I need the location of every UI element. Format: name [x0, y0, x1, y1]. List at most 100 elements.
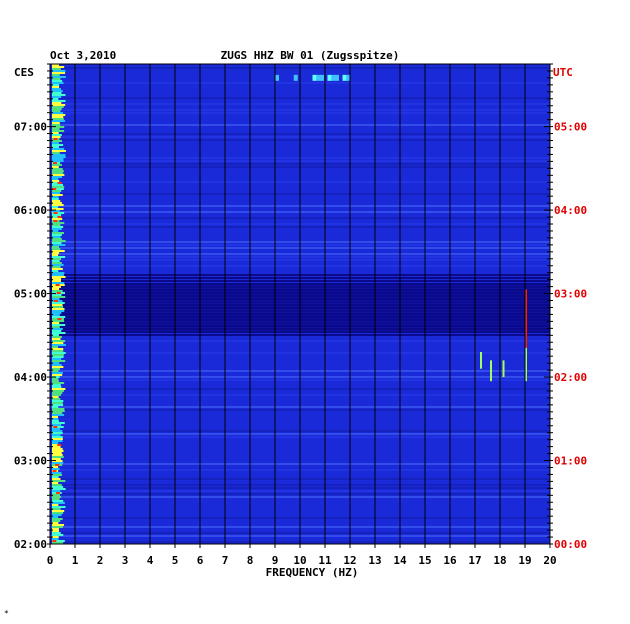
low-frequency-energy	[52, 312, 62, 314]
right-tick-label: 03:00	[554, 288, 587, 301]
low-frequency-energy	[52, 188, 64, 190]
low-frequency-energy	[52, 84, 60, 86]
x-tick-label: 12	[343, 554, 356, 567]
low-frequency-energy	[52, 538, 59, 540]
low-frequency-energy	[52, 252, 60, 254]
low-frequency-energy	[52, 200, 61, 202]
low-frequency-energy	[52, 216, 59, 218]
low-frequency-energy	[52, 112, 64, 114]
low-frequency-energy	[52, 404, 64, 406]
low-frequency-energy	[52, 308, 65, 310]
right-tick-label: 04:00	[554, 204, 587, 217]
low-frequency-energy	[52, 130, 65, 132]
x-tick-label: 9	[272, 554, 279, 567]
low-frequency-energy	[52, 184, 64, 186]
low-frequency-energy	[52, 280, 61, 282]
low-frequency-energy	[52, 394, 61, 396]
low-frequency-energy	[52, 460, 63, 462]
low-frequency-energy	[52, 342, 64, 344]
low-frequency-energy	[52, 358, 62, 360]
low-frequency-energy	[52, 432, 63, 434]
low-frequency-energy	[52, 416, 59, 418]
low-frequency-energy	[52, 322, 60, 324]
x-tick-label: 2	[97, 554, 104, 567]
low-frequency-energy	[52, 122, 60, 124]
low-frequency-energy	[52, 174, 65, 176]
low-frequency-energy	[52, 94, 66, 96]
low-frequency-energy	[52, 456, 64, 458]
low-frequency-energy	[52, 452, 62, 454]
low-frequency-energy	[52, 226, 64, 228]
low-frequency-energy	[52, 228, 62, 230]
x-tick-label: 0	[47, 554, 54, 567]
low-frequency-energy	[52, 262, 62, 264]
x-tick-label: 6	[197, 554, 204, 567]
energy-peak	[52, 540, 57, 542]
low-frequency-energy	[52, 320, 65, 322]
low-frequency-energy	[52, 96, 62, 98]
low-frequency-energy	[52, 516, 59, 518]
low-frequency-energy	[52, 388, 66, 390]
burst-mark	[331, 74, 336, 81]
low-frequency-energy	[52, 92, 62, 94]
low-frequency-energy	[52, 180, 60, 182]
low-frequency-energy	[52, 528, 59, 530]
low-frequency-energy	[52, 152, 60, 154]
chart-date: Oct 3,2010	[50, 49, 116, 62]
low-frequency-energy	[52, 276, 66, 278]
low-frequency-energy	[52, 392, 63, 394]
x-tick-label: 18	[493, 554, 506, 567]
low-frequency-energy	[52, 282, 65, 284]
low-frequency-energy	[52, 510, 65, 512]
x-tick-label: 11	[318, 554, 332, 567]
energy-peak	[57, 182, 62, 184]
footer-mark: *	[4, 609, 9, 618]
low-frequency-energy	[52, 478, 61, 480]
burst-mark	[316, 74, 321, 81]
low-frequency-energy	[52, 370, 59, 372]
low-frequency-energy	[52, 302, 65, 304]
low-frequency-energy	[52, 204, 64, 206]
low-frequency-energy	[52, 158, 64, 160]
low-frequency-energy	[52, 344, 66, 346]
x-tick-label: 4	[147, 554, 154, 567]
right-tick-label: 01:00	[554, 455, 587, 468]
low-frequency-energy	[52, 110, 61, 112]
low-frequency-energy	[52, 164, 62, 166]
x-tick-label: 1	[72, 554, 79, 567]
low-frequency-energy	[52, 120, 66, 122]
low-frequency-energy	[52, 82, 64, 84]
low-frequency-energy	[52, 294, 62, 296]
low-frequency-energy	[52, 114, 66, 116]
x-tick-label: 10	[293, 554, 306, 567]
low-frequency-energy	[52, 336, 62, 338]
low-frequency-energy	[52, 396, 59, 398]
x-tick-label: 7	[222, 554, 229, 567]
low-frequency-energy	[52, 420, 59, 422]
low-frequency-energy	[52, 272, 65, 274]
low-frequency-energy	[52, 136, 61, 138]
low-frequency-energy	[52, 172, 64, 174]
low-frequency-energy	[52, 520, 61, 522]
low-frequency-energy	[52, 410, 65, 412]
low-frequency-energy	[52, 422, 65, 424]
low-frequency-energy	[52, 264, 64, 266]
low-frequency-energy	[52, 244, 66, 246]
low-frequency-energy	[52, 328, 63, 330]
low-frequency-energy	[52, 354, 64, 356]
low-frequency-energy	[52, 178, 59, 180]
low-frequency-energy	[52, 474, 62, 476]
low-frequency-energy	[52, 206, 59, 208]
low-frequency-energy	[52, 386, 62, 388]
low-frequency-energy	[52, 254, 59, 256]
low-frequency-energy	[52, 468, 60, 470]
low-frequency-energy	[52, 316, 66, 318]
low-frequency-energy	[52, 330, 62, 332]
low-frequency-energy	[52, 346, 59, 348]
low-frequency-energy	[52, 90, 63, 92]
low-frequency-energy	[52, 144, 64, 146]
low-frequency-energy	[52, 232, 65, 234]
x-tick-label: 15	[418, 554, 431, 567]
low-frequency-energy	[52, 348, 64, 350]
